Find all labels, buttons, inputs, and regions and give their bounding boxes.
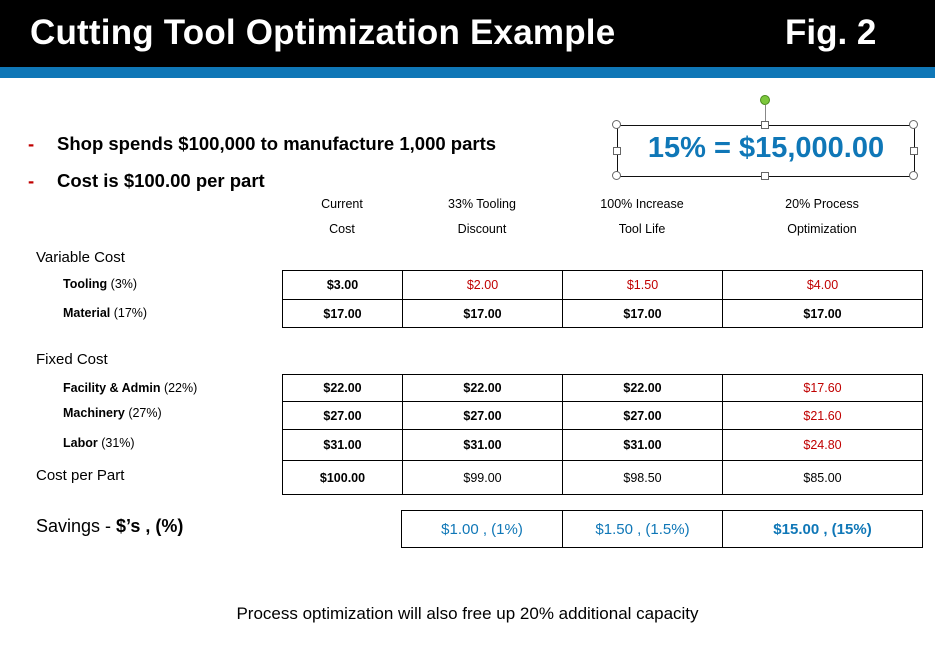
resize-handle-bottom[interactable] — [761, 172, 769, 180]
savings-label-main: Savings - — [36, 516, 117, 536]
figure-number: Fig. 2 — [785, 13, 877, 52]
resize-handle-top-left[interactable] — [612, 120, 621, 129]
cell-savings-discount: $1.00 , (1%) — [401, 510, 563, 548]
col-head-toollife-line2: Tool Life — [618, 222, 666, 236]
row-percent: (27%) — [124, 406, 162, 420]
cell-labor-process: $24.80 — [722, 429, 923, 461]
bullet-dash: - — [28, 133, 35, 154]
resize-handle-bottom-right[interactable] — [909, 171, 918, 180]
col-head-current-line2: Cost — [329, 222, 355, 236]
cell-savings-toollife: $1.50 , (1.5%) — [562, 510, 723, 548]
bullet-text: Cost is $100.00 per part — [57, 170, 265, 191]
cell-material-discount: $17.00 — [402, 299, 563, 328]
col-head-tooling-line2: Discount — [457, 222, 507, 236]
row-percent: (31%) — [97, 436, 135, 450]
cell-tooling-toollife: $1.50 — [562, 270, 723, 300]
col-head-process-line1: 20% Process — [785, 197, 859, 211]
bullet-shop-spend: - Shop spends $100,000 to manufacture 1,0… — [28, 133, 496, 155]
cell-machinery-process: $21.60 — [722, 401, 923, 430]
row-name: Material — [63, 306, 111, 320]
row-label-labor: Labor (31%) — [63, 436, 135, 450]
table-row-tooling: $3.00 $2.00 $1.50 $4.00 — [282, 270, 923, 300]
cell-tooling-process: $4.00 — [722, 270, 923, 300]
footer-note: Process optimization will also free up 2… — [236, 604, 699, 623]
table-row-facility: $22.00 $22.00 $22.00 $17.60 — [282, 374, 923, 402]
cell-machinery-current: $27.00 — [282, 401, 403, 430]
cell-labor-discount: $31.00 — [402, 429, 563, 461]
row-label-machinery: Machinery (27%) — [63, 406, 162, 420]
rotation-handle[interactable] — [760, 95, 770, 105]
cell-total-discount: $99.00 — [402, 460, 563, 495]
row-label-material: Material (17%) — [63, 306, 147, 320]
resize-handle-bottom-left[interactable] — [612, 171, 621, 180]
table-row-cost-per-part: $100.00 $99.00 $98.50 $85.00 — [282, 460, 923, 495]
table-row-labor: $31.00 $31.00 $31.00 $24.80 — [282, 429, 923, 461]
row-percent: (17%) — [110, 306, 148, 320]
row-percent: (22%) — [160, 381, 198, 395]
col-head-tooling-line1: 33% Tooling — [448, 197, 516, 211]
cell-material-toollife: $17.00 — [562, 299, 723, 328]
cell-facility-process: $17.60 — [722, 374, 923, 402]
cell-tooling-current: $3.00 — [282, 270, 403, 300]
table-row-savings: $1.00 , (1%) $1.50 , (1.5%) $15.00 , (15… — [401, 510, 923, 548]
cell-total-current: $100.00 — [282, 460, 403, 495]
slide-title: Cutting Tool Optimization Example — [30, 13, 616, 52]
resize-handle-top[interactable] — [761, 121, 769, 129]
resize-handle-right[interactable] — [910, 147, 918, 155]
cell-savings-process: $15.00 , (15%) — [722, 510, 923, 548]
fixed-cost-table: $22.00 $22.00 $22.00 $17.60 $27.00 $27.0… — [282, 374, 923, 495]
cell-machinery-discount: $27.00 — [402, 401, 563, 430]
variable-cost-table: $3.00 $2.00 $1.50 $4.00 $17.00 $17.00 $1… — [282, 270, 923, 328]
col-head-process-line2: Optimization — [787, 222, 857, 236]
row-label-facility: Facility & Admin (22%) — [63, 381, 197, 395]
cell-total-process: $85.00 — [722, 460, 923, 495]
table-row-material: $17.00 $17.00 $17.00 $17.00 — [282, 299, 923, 328]
bullet-dash: - — [28, 170, 35, 191]
col-head-toollife-line1: 100% Increase — [600, 197, 684, 211]
row-percent: (3%) — [107, 277, 138, 291]
table-row-machinery: $27.00 $27.00 $27.00 $21.60 — [282, 401, 923, 430]
cell-tooling-discount: $2.00 — [402, 270, 563, 300]
accent-band — [0, 67, 935, 78]
row-name: Tooling — [63, 277, 108, 291]
cell-facility-discount: $22.00 — [402, 374, 563, 402]
cell-labor-toollife: $31.00 — [562, 429, 723, 461]
cell-total-toollife: $98.50 — [562, 460, 723, 495]
section-variable-cost: Variable Cost — [36, 249, 125, 266]
rotation-handle-stem — [765, 105, 766, 125]
savings-table: $1.00 , (1%) $1.50 , (1.5%) $15.00 , (15… — [401, 510, 923, 548]
row-name: Machinery — [63, 406, 125, 420]
row-label-tooling: Tooling (3%) — [63, 277, 137, 291]
savings-callout-text: 15% = $15,000.00 — [647, 132, 885, 164]
savings-callout-box[interactable]: 15% = $15,000.00 — [617, 125, 915, 177]
title-bar: Cutting Tool Optimization Example Fig. 2 — [0, 0, 935, 67]
cell-labor-current: $31.00 — [282, 429, 403, 461]
cell-material-current: $17.00 — [282, 299, 403, 328]
section-cost-per-part: Cost per Part — [36, 467, 125, 484]
bullet-cost-per-part: - Cost is $100.00 per part — [28, 170, 265, 192]
resize-handle-left[interactable] — [613, 147, 621, 155]
savings-label: Savings - $’s , (%) — [36, 516, 183, 537]
resize-handle-top-right[interactable] — [909, 120, 918, 129]
col-head-current-line1: Current — [321, 197, 363, 211]
cell-material-process: $17.00 — [722, 299, 923, 328]
bullet-text: Shop spends $100,000 to manufacture 1,00… — [57, 133, 497, 154]
section-fixed-cost: Fixed Cost — [36, 351, 108, 368]
savings-label-units: $’s , (%) — [116, 516, 184, 536]
cell-machinery-toollife: $27.00 — [562, 401, 723, 430]
row-name: Facility & Admin — [63, 381, 161, 395]
cell-facility-current: $22.00 — [282, 374, 403, 402]
cell-facility-toollife: $22.00 — [562, 374, 723, 402]
row-name: Labor — [63, 436, 98, 450]
